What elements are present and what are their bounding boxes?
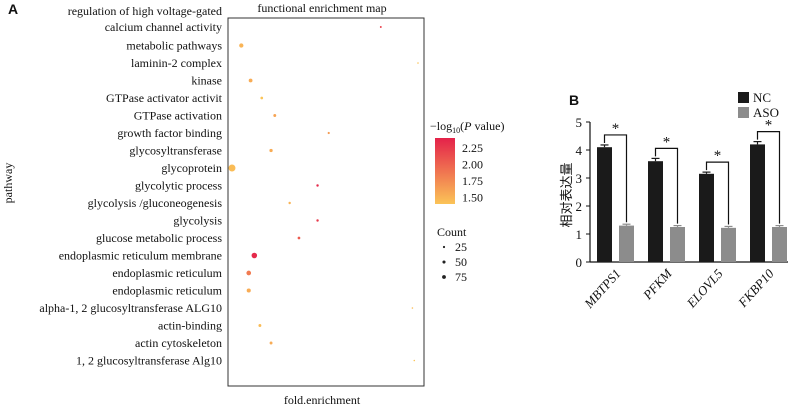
y-tick-label: 0 — [576, 255, 583, 270]
color-legend-ticks: 2.25 2.00 1.75 1.50 — [455, 141, 483, 204]
significance-bracket — [756, 131, 781, 224]
enrichment-point — [228, 164, 236, 172]
legend-label: ASO — [753, 105, 779, 120]
panel-a-plot-frame — [227, 17, 425, 387]
enrichment-point — [246, 270, 252, 276]
y-tick-label: 5 — [576, 115, 583, 130]
size-legend-dot — [442, 260, 446, 264]
significance-star: * — [714, 148, 722, 164]
panel-a-title: functional enrichment map — [257, 1, 386, 15]
legend-swatch — [738, 107, 749, 118]
enrichment-point — [258, 324, 262, 327]
panel-a-xlabel: fold.enrichment — [284, 393, 361, 406]
bar — [597, 147, 612, 262]
category-label: GTPase activation — [134, 109, 222, 123]
panel-b-ylabel: 相对表达量 — [559, 162, 574, 227]
category-label: glycoprotein — [161, 161, 222, 175]
bar — [699, 173, 714, 262]
category-tick-label: FKBP10 — [734, 266, 777, 311]
enrichment-point — [251, 252, 258, 259]
enrichment-point — [239, 43, 244, 48]
enrichment-point — [260, 96, 264, 100]
enrichment-point — [269, 148, 273, 153]
category-label: calcium channel activity — [105, 20, 222, 34]
category-label: actin cytoskeleton — [135, 336, 222, 350]
color-legend-tick-label: 2.25 — [462, 141, 483, 155]
category-label: metabolic pathways — [126, 39, 222, 53]
size-legend-label: 50 — [455, 255, 467, 269]
bar — [670, 227, 685, 262]
category-tick-label: ELOVL5 — [683, 266, 726, 312]
category-label: GTPase activator activit — [106, 91, 223, 105]
category-label: endoplasmic reticulum membrane — [59, 249, 222, 263]
category-label: kinase — [191, 74, 222, 88]
bar — [772, 227, 787, 262]
y-tick-label: 1 — [576, 227, 583, 242]
enrichment-point — [248, 78, 253, 83]
size-legend-dot — [442, 245, 446, 249]
category-label: regulation of high voltage-gated — [68, 4, 222, 18]
category-tick-label: PFKM — [639, 265, 675, 303]
y-tick-label: 3 — [576, 171, 583, 186]
color-legend-tick-label: 1.50 — [462, 190, 483, 204]
category-label: laminin-2 complex — [131, 56, 222, 70]
panel-a-points — [228, 26, 419, 362]
enrichment-point — [273, 114, 277, 117]
category-label: actin-binding — [158, 319, 222, 333]
category-label: glucose metabolic process — [96, 231, 222, 245]
size-legend-dot — [442, 275, 446, 279]
enrichment-point — [379, 26, 382, 28]
significance-star: * — [765, 118, 773, 134]
y-tick-label: 2 — [576, 199, 583, 214]
enrichment-point — [417, 62, 419, 64]
enrichment-point — [246, 288, 251, 293]
legend-swatch — [738, 92, 749, 103]
category-label: glycolytic process — [135, 179, 222, 193]
bar — [750, 144, 765, 262]
significance-bracket — [705, 161, 730, 225]
enrichment-point — [413, 359, 416, 362]
bar — [648, 161, 663, 262]
category-tick-label: MBTPS1 — [580, 266, 623, 312]
category-label: alpha-1, 2 glucosyltransferase ALG10 — [39, 301, 222, 315]
category-label: glycolysis /gluconeogenesis — [88, 196, 223, 210]
enrichment-point — [297, 236, 301, 240]
size-legend-title: Count — [437, 225, 467, 239]
category-label: glycolysis — [173, 214, 222, 228]
category-label: glycosyltransferase — [129, 144, 222, 158]
category-label: endoplasmic reticulum — [112, 266, 222, 280]
panel-b-label: B — [569, 92, 579, 108]
bar — [619, 225, 634, 262]
color-legend-tick-label: 1.75 — [462, 174, 483, 188]
bar — [721, 227, 736, 262]
color-legend-tick-label: 2.00 — [462, 157, 483, 171]
enrichment-point — [288, 201, 291, 205]
y-tick-label: 4 — [576, 143, 583, 158]
significance-star: * — [612, 121, 620, 137]
enrichment-point — [316, 184, 319, 187]
panel-a-label: A — [8, 1, 18, 17]
significance-star: * — [663, 134, 671, 150]
size-legend-label: 25 — [455, 240, 467, 254]
size-legend-label: 75 — [455, 270, 467, 284]
category-label: endoplasmic reticulum — [112, 284, 222, 298]
panel-a-ylabel: pathway — [1, 163, 15, 204]
category-label: 1, 2 glucosyltransferase Alg10 — [76, 354, 222, 368]
significance-bracket — [603, 134, 628, 223]
enrichment-point — [411, 307, 414, 309]
enrichment-point — [269, 341, 273, 345]
color-legend-title: −log10(P value) — [430, 119, 504, 135]
color-legend-bar — [435, 138, 455, 204]
enrichment-point — [316, 219, 319, 222]
significance-bracket — [654, 147, 679, 224]
legend-label: NC — [753, 90, 771, 105]
enrichment-point — [327, 131, 330, 135]
panel-a-category-labels: regulation of high voltage-gated calcium … — [39, 4, 222, 368]
category-label: growth factor binding — [117, 126, 222, 140]
